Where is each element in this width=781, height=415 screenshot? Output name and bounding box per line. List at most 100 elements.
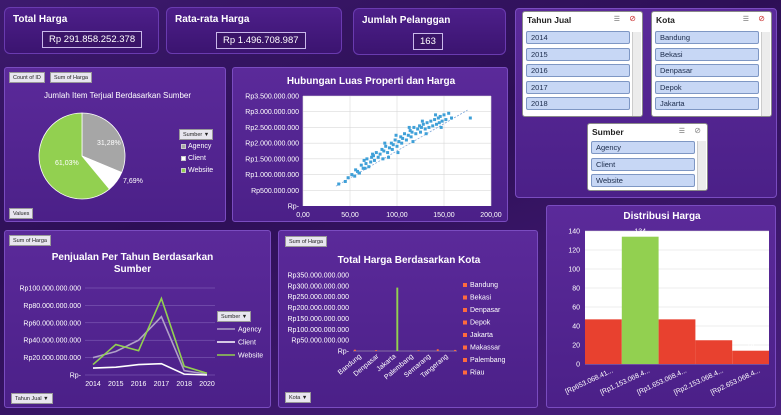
- slicer-tahun-jual[interactable]: Tahun Jual ☰ ⊘ 2014 2015 2016 2017 2018: [522, 11, 643, 117]
- legend-swatch: [463, 333, 467, 337]
- clear-filter-icon[interactable]: ⊘: [758, 14, 765, 23]
- y-tick-label: Rp1.000.000.000: [245, 172, 299, 179]
- filter-icon: ▼: [203, 132, 210, 138]
- series-line: [92, 315, 208, 375]
- scatter-point: [431, 124, 435, 128]
- y-tick-label: Rp3.500.000.000: [245, 94, 299, 101]
- sum-of-harga-button[interactable]: Sum of Harga: [50, 72, 92, 83]
- slicer-item[interactable]: Client: [591, 157, 695, 171]
- bar: [585, 319, 622, 364]
- slicer-item[interactable]: Denpasar: [655, 64, 759, 77]
- legend-swatch: [463, 370, 467, 375]
- y-tick-label: Rp3.000.000.000: [245, 109, 299, 116]
- distribusi-chart: 02040608010012014047134472514[Rp653.068.…: [564, 229, 769, 397]
- legend-label: Depok: [470, 320, 491, 327]
- slicer-item[interactable]: Bandung: [655, 31, 759, 44]
- slicer-item[interactable]: 2016: [526, 64, 630, 77]
- scatter-point: [380, 147, 384, 151]
- slicer-item[interactable]: Depok: [655, 80, 759, 94]
- kota-filter-button[interactable]: Kota ▼: [285, 392, 312, 403]
- x-tick-label: 2016: [131, 381, 147, 388]
- legend-label: Bekasi: [470, 295, 491, 302]
- scatter-point: [438, 114, 442, 118]
- scatter-point: [337, 182, 341, 186]
- x-tick-label: 50,00: [341, 212, 359, 219]
- slicer-title: Kota: [656, 15, 675, 25]
- count-of-id-button[interactable]: Count of ID: [9, 72, 45, 83]
- slicer-sumber[interactable]: Sumber ☰ ⊘ Agency Client Website: [587, 123, 708, 191]
- sumber-filter-label: Sumber: [221, 314, 241, 320]
- clear-filter-icon[interactable]: ⊘: [629, 14, 636, 23]
- y-tick-label: Rp50.000.000.000: [291, 338, 349, 345]
- scatter-point: [439, 125, 443, 129]
- slicer-item[interactable]: 2015: [526, 47, 630, 61]
- slicer-scrollbar[interactable]: [697, 141, 706, 190]
- scatter-point: [359, 163, 363, 167]
- pie-title: Jumlah Item Terjual Berdasarkan Sumber: [43, 91, 192, 100]
- legend-label: Denpasar: [470, 307, 501, 314]
- scatter-point: [412, 125, 416, 129]
- slicer-kota[interactable]: Kota ☰ ⊘ Bandung Bekasi Denpasar Depok Jakar…: [651, 11, 772, 117]
- scatter-point: [386, 151, 390, 155]
- clear-filter-icon[interactable]: ⊘: [694, 126, 701, 135]
- pie-value-label: 61,03%: [55, 160, 79, 167]
- multi-select-icon[interactable]: ☰: [678, 128, 685, 135]
- tahun-jual-filter-button[interactable]: Tahun Jual ▼: [11, 393, 53, 404]
- series-line: [92, 362, 208, 376]
- scatter-point: [364, 162, 368, 166]
- slicer-item[interactable]: Agency: [591, 141, 695, 154]
- slicer-item[interactable]: Bekasi: [655, 47, 759, 61]
- kpi-rata-harga: Rata-rata Harga Rp 1.496.708.987: [166, 7, 342, 54]
- bar-value-label: 134: [634, 229, 646, 236]
- pie-slice: [81, 112, 126, 174]
- x-tick-label: 2015: [108, 381, 124, 388]
- sumber-filter-button[interactable]: Sumber ▼: [217, 311, 252, 322]
- legend-label: Bandung: [470, 282, 498, 289]
- pie-slice: [38, 112, 111, 200]
- bar: [695, 340, 733, 364]
- y-tick-label: Rp20.000.000.000: [23, 355, 81, 362]
- scatter-point: [410, 130, 414, 134]
- scatter-point: [436, 116, 440, 120]
- kpi-value: Rp 291.858.252.378: [42, 31, 143, 48]
- bar-value-label: 14: [747, 343, 755, 350]
- slicer-item[interactable]: 2018: [526, 97, 630, 110]
- scatter-point: [406, 133, 410, 137]
- slicer-item[interactable]: 2017: [526, 80, 630, 94]
- scatter-point: [370, 155, 374, 159]
- legend-label: Website: [188, 167, 214, 174]
- y-tick-label: Rp60.000.000.000: [23, 320, 81, 327]
- scatter-point: [395, 144, 399, 148]
- kpi-value: 163: [413, 33, 443, 50]
- sum-of-harga-button[interactable]: Sum of Harga: [9, 235, 51, 246]
- slicer-item[interactable]: 2014: [526, 31, 630, 44]
- slicer-scrollbar[interactable]: [761, 32, 770, 116]
- scatter-point: [362, 158, 366, 162]
- multi-select-icon[interactable]: ☰: [742, 16, 749, 23]
- multi-select-icon[interactable]: ☰: [613, 16, 620, 23]
- bar-value-label: 47: [673, 311, 681, 318]
- scatter-point: [387, 155, 391, 159]
- bar: [621, 236, 659, 364]
- slicer-item[interactable]: Website: [591, 174, 695, 187]
- scatter-point: [384, 144, 388, 148]
- kpi-total-harga: Total Harga Rp 291.858.252.378: [4, 7, 159, 54]
- sumber-filter-button[interactable]: Sumber ▼: [179, 129, 214, 140]
- scatter-point: [423, 127, 427, 131]
- scatter-point: [408, 129, 412, 133]
- slicer-scrollbar[interactable]: [632, 32, 641, 116]
- scatter-point: [372, 154, 375, 158]
- y-tick-label: 40: [572, 324, 580, 331]
- legend-label: Jakarta: [470, 332, 493, 339]
- scatter-point: [390, 147, 394, 151]
- slicer-item[interactable]: Jakarta: [655, 97, 759, 110]
- y-tick-label: 80: [572, 286, 580, 293]
- trendline: [335, 109, 468, 187]
- pie-chart: [38, 112, 126, 200]
- scatter-point: [447, 111, 451, 115]
- scatter-point: [414, 132, 418, 136]
- kpi-title: Jumlah Pelanggan: [362, 15, 451, 26]
- sum-of-harga-button[interactable]: Sum of Harga: [285, 236, 327, 247]
- values-button[interactable]: Values: [9, 208, 34, 219]
- bar: [436, 349, 439, 351]
